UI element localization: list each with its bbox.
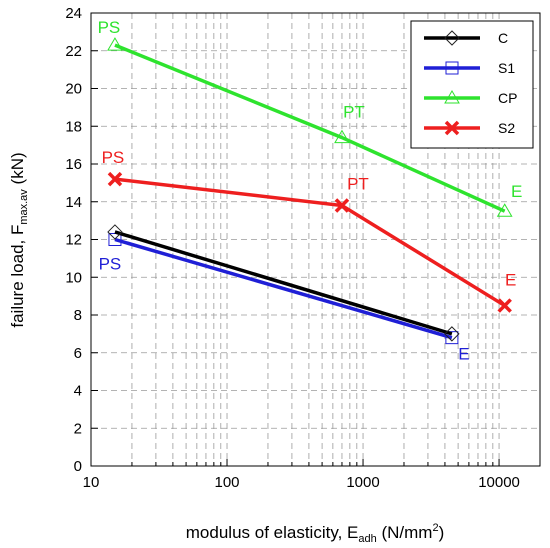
point-label: PS: [102, 148, 125, 167]
x-tick-label: 100: [215, 474, 240, 491]
legend-marker: [444, 30, 460, 46]
x-axis-label: modulus of elasticity, Eadh (N/mm2): [186, 522, 444, 545]
legend-label: CP: [498, 90, 517, 106]
y-tick-label: 12: [65, 232, 82, 249]
y-tick-label: 2: [74, 420, 82, 437]
data-point-cp: [496, 203, 513, 217]
legend: C S1 CP S2: [410, 20, 534, 149]
y-tick-label: 18: [65, 118, 82, 135]
y-tick-label: 22: [65, 43, 82, 60]
x-marker-stroke: [444, 120, 460, 136]
data-point-s2: [334, 198, 350, 213]
data-point-s2: [497, 298, 512, 313]
x-marker-stroke: [334, 198, 350, 213]
y-tick-label: 6: [74, 345, 82, 362]
legend-label: S2: [498, 120, 515, 136]
x-tick-label: 1000: [346, 474, 379, 491]
y-tick-label: 14: [65, 194, 82, 211]
y-tick-label: 16: [65, 156, 82, 173]
series-line-s1: [114, 237, 453, 340]
y-tick-label: 4: [74, 383, 82, 400]
data-point-s2: [107, 171, 123, 187]
data-point-c: [107, 224, 123, 240]
data-point-s1: [445, 331, 459, 345]
legend-marker: [444, 90, 460, 104]
legend-item-cp: CP: [424, 90, 517, 106]
series-cp: PS PT E: [98, 18, 522, 217]
y-tick-label: 24: [65, 5, 82, 22]
series-s1: PS E: [99, 233, 470, 364]
point-label: E: [505, 271, 516, 290]
series-s2: PS PT E: [102, 148, 516, 313]
series-line-s2: [114, 177, 506, 308]
y-tick-label: 0: [74, 458, 82, 475]
y-tick-label: 10: [65, 269, 82, 286]
point-label: PT: [343, 103, 365, 122]
x-tick-label: 10: [83, 474, 100, 491]
data-point-cp: [107, 37, 123, 51]
series-line-cp: [114, 43, 506, 213]
legend-marker: [444, 120, 460, 136]
x-tick-label: 10000: [478, 474, 520, 491]
legend-item-c: C: [424, 30, 508, 46]
data-point-cp: [334, 129, 350, 144]
point-label: PT: [347, 175, 369, 194]
data-point-c: [444, 326, 460, 342]
point-label: E: [511, 182, 522, 201]
series-line-c: [114, 230, 453, 336]
legend-marker: [445, 61, 459, 75]
y-tick-label: 20: [65, 81, 82, 98]
series-c: [107, 224, 460, 342]
point-label: E: [458, 345, 469, 364]
x-marker-stroke: [107, 171, 123, 187]
y-tick-label: 8: [74, 307, 82, 324]
series-layer: PS E PS PT E PS PT E: [98, 18, 523, 364]
point-label: PS: [98, 18, 121, 37]
legend-item-s2: S2: [424, 120, 515, 136]
y-axis-label: failure load, Fmax.av (kN): [8, 152, 30, 327]
point-label: PS: [99, 255, 122, 274]
legend-item-s1: S1: [424, 60, 515, 76]
legend-label: S1: [498, 60, 515, 76]
x-marker-stroke: [497, 298, 512, 313]
legend-label: C: [498, 30, 508, 46]
